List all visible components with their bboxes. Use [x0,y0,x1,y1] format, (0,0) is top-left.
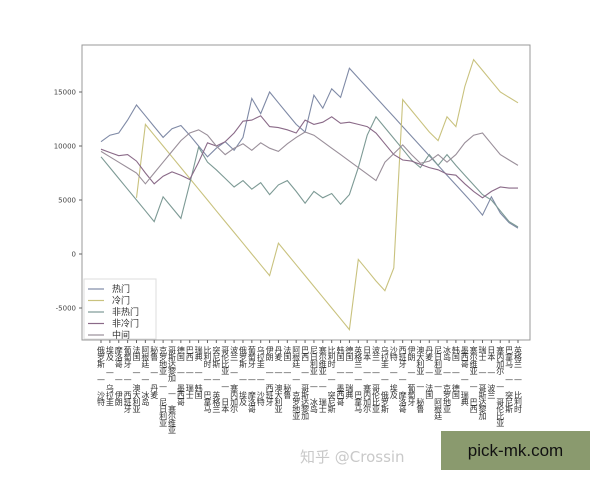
x-tick-label: 秘鲁 — 丹麦 [150,345,159,400]
x-tick-label: 塞尔维亚 — 巴西 [469,345,478,414]
x-tick-label: 德国 — 瑞典 [345,345,354,400]
x-tick-label: 冰岛 — 克罗地亚 [443,345,452,413]
x-tick-label: 阿根廷 — 克罗地亚 [292,346,301,420]
x-tick-label: 瑞典 — 韩国 [194,345,203,400]
x-tick-label: 沙特 — 埃及 [389,346,398,400]
x-tick-label: 丹麦 — 澳大利亚 [274,346,283,413]
x-tick-label: 突尼斯 — 英格兰 [212,345,221,413]
x-tick-label: 英格兰 — 巴拿马 [354,345,363,414]
x-tick-label: 俄罗斯 — 沙特 [97,345,106,406]
x-tick-label: 日本 — 塞内加尔 [363,346,372,413]
x-tick-label: 克罗地亚 — 尼日利亚 [159,346,168,427]
y-tick-label: 10000 [54,143,76,151]
y-tick-label: 15000 [54,89,76,97]
x-tick-label: 韩国 — 德国 [451,345,460,400]
x-tick-label: 尼日利亚 — 冰岛 [309,346,318,414]
brand-label: pick-mk.com [467,440,564,460]
x-tick-label: 乌拉圭 — 俄罗斯 [380,345,389,414]
plot-frame [81,44,531,341]
series-line-4 [100,129,519,185]
x-tick-label: 乌拉圭 — 沙特 [256,345,265,406]
legend-label: 热门 [112,283,130,295]
legend-label: 中间 [112,329,130,341]
x-tick-label: 英格兰 — 比利时 [514,345,523,413]
x-tick-label: 德国 — 墨西哥 [176,345,185,407]
y-tick-label: 0 [72,251,76,259]
x-tick-label: 埃及 — 乌拉圭 [105,345,114,406]
x-tick-label: 法国 — 澳大利亚 [132,345,141,413]
series-line-3 [100,115,518,199]
x-tick-label: 比利时 — 突尼斯 [327,345,336,414]
x-tick-label: 波兰 — 塞内加尔 [230,345,239,413]
x-tick-label: 哥伦比亚 — 日本 [221,346,230,414]
x-tick-label: 丹麦 — 法国 [425,346,434,400]
x-tick-label: 巴西 — 哥斯达黎加 [301,346,310,421]
x-tick-label: 摩洛哥 — 伊朗 [114,345,123,407]
x-tick-label: 比利时 — 巴拿马 [203,345,212,414]
x-tick-label: 塞尔维亚 — 瑞士 [318,345,327,413]
x-tick-label: 哥斯达黎加 — 塞尔维亚 [167,346,176,434]
watermark-text: 知乎 @Crossin [300,448,405,466]
x-tick-label: 阿根廷 — 冰岛 [141,346,150,407]
x-tick-label: 波兰 — 哥伦比亚 [372,345,381,413]
x-tick-label: 日本 — 波兰 [487,346,496,399]
x-tick-label: 西班牙 — 摩洛哥 [398,346,407,414]
legend-label: 冷门 [112,295,130,307]
x-tick-label: 尼日利亚 — 阿根廷 [434,346,443,421]
legend-label: 非热门 [112,306,139,318]
x-tick-label: 巴西 — 瑞士 [185,346,194,399]
brand-badge: pick-mk.com [441,431,590,470]
y-tick-label: 5000 [58,197,76,205]
x-tick-label: 俄罗斯 — 埃及 [238,345,247,407]
x-tick-label: 澳大利亚 — 秘鲁 [416,345,425,414]
x-tick-label: 塞内加尔 — 哥伦比亚 [496,345,505,427]
x-tick-label: 韩国 — 墨西哥 [336,345,345,407]
series-line-1 [135,58,519,331]
x-tick-label: 葡萄牙 — 摩洛哥 [247,345,256,414]
x-tick-label: 巴拿马 — 突尼斯 [505,346,514,414]
y-tick-label: -5000 [56,305,76,313]
legend-label: 非冷门 [112,318,139,330]
x-tick-label: 伊朗 — 葡萄牙 [407,345,416,407]
x-tick-label: 法国 — 秘鲁 [283,345,292,400]
x-tick-label: 瑞士 — 哥斯达黎加 [478,345,487,421]
x-tick-label: 墨西哥 — 瑞典 [460,346,469,407]
series-line-2 [100,115,519,228]
x-tick-label: 伊朗 — 西班牙 [265,345,274,407]
series-line-0 [100,67,519,229]
x-tick-label: 葡萄牙 — 西班牙 [123,345,132,414]
